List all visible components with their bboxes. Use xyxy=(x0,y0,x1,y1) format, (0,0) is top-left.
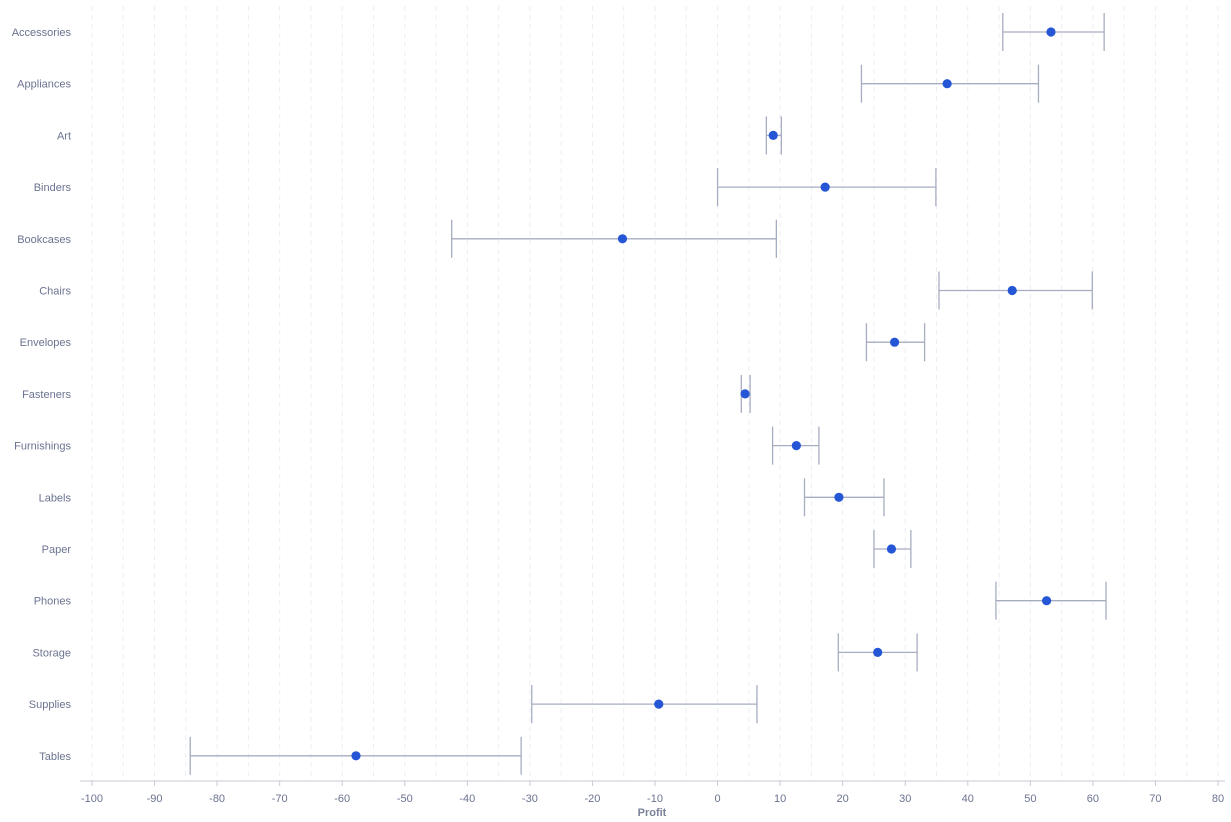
x-tick-layer: -100 -90 -80 -70 -60 -50 -40 -30 -20 -10 0 10 20 30 40… xyxy=(81,781,1224,805)
category-label: Binders xyxy=(34,182,72,194)
category-label: Furnishings xyxy=(14,441,71,453)
category-label: Art xyxy=(57,130,71,142)
data-point[interactable] xyxy=(768,130,778,140)
data-point[interactable] xyxy=(834,492,844,502)
data-point[interactable] xyxy=(873,647,883,658)
x-tick-label: -50 xyxy=(397,793,413,805)
x-tick-label: -70 xyxy=(272,793,288,805)
category-label: Tables xyxy=(39,751,71,763)
data-point[interactable] xyxy=(654,699,664,709)
category-label-layer: Accessories Appliances Art Binders Bookcases… xyxy=(12,27,72,763)
data-point[interactable] xyxy=(351,751,361,761)
error-bar-layer xyxy=(189,13,1107,775)
data-point[interactable] xyxy=(1007,285,1017,296)
x-tick-label: -40 xyxy=(459,793,475,805)
x-axis-title: Profit xyxy=(638,807,667,819)
category-label: Envelopes xyxy=(20,337,72,349)
category-label: Paper xyxy=(42,544,72,556)
category-label: Appliances xyxy=(17,79,71,91)
category-label: Labels xyxy=(39,492,72,504)
category-label: Fasteners xyxy=(22,389,71,401)
x-tick-label: 50 xyxy=(1024,793,1036,805)
x-tick-label: 60 xyxy=(1087,793,1099,805)
data-point[interactable] xyxy=(1046,27,1056,37)
x-tick-label: 30 xyxy=(899,793,911,805)
x-tick-label: 10 xyxy=(774,793,786,805)
x-tick-label: -60 xyxy=(334,793,350,805)
category-label: Chairs xyxy=(39,286,71,298)
error-bar xyxy=(803,478,885,517)
category-label: Supplies xyxy=(29,699,72,711)
data-point[interactable] xyxy=(740,389,750,399)
x-tick-label: -30 xyxy=(522,793,538,805)
category-label: Storage xyxy=(32,647,71,659)
data-point[interactable] xyxy=(820,182,830,192)
x-tick-label: 40 xyxy=(962,793,974,805)
category-label: Bookcases xyxy=(17,234,71,246)
x-tick-label: -90 xyxy=(147,793,163,805)
grid-layer xyxy=(91,6,1219,781)
data-point[interactable] xyxy=(889,337,900,347)
x-tick-label: -80 xyxy=(209,793,225,805)
data-point[interactable] xyxy=(791,441,801,451)
category-label: Phones xyxy=(34,596,72,608)
category-label: Accessories xyxy=(12,27,72,39)
x-tick-label: -20 xyxy=(584,793,600,805)
error-bar xyxy=(451,219,778,258)
data-point[interactable] xyxy=(1041,596,1052,606)
x-tick-label: 80 xyxy=(1212,793,1224,805)
point-layer xyxy=(351,27,1056,761)
x-tick-label: -10 xyxy=(647,793,663,805)
data-point[interactable] xyxy=(886,544,897,554)
error-bar xyxy=(531,685,758,724)
x-tick-label: 20 xyxy=(837,793,849,805)
x-tick-label: 0 xyxy=(714,793,720,805)
data-point[interactable] xyxy=(942,79,952,89)
x-tick-label: -100 xyxy=(81,793,103,805)
x-tick-label: 70 xyxy=(1149,793,1161,805)
data-point[interactable] xyxy=(617,234,628,244)
